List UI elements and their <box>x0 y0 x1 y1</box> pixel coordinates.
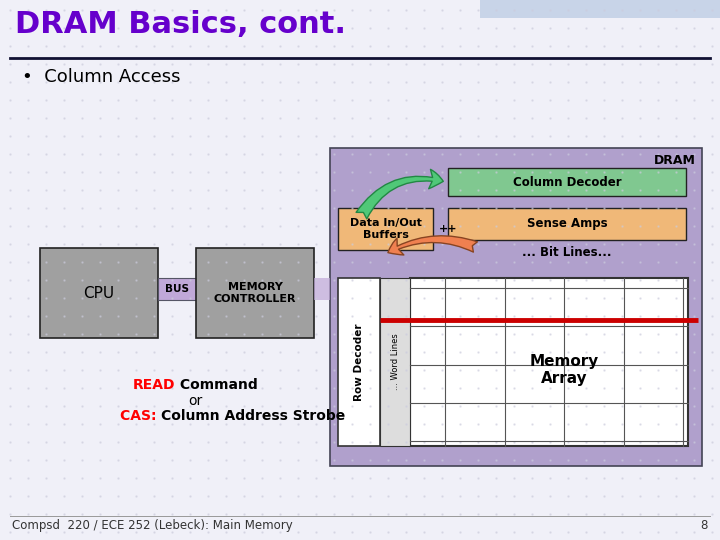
Text: Sense Amps: Sense Amps <box>527 218 607 231</box>
Text: or: or <box>188 394 202 408</box>
Text: ++: ++ <box>439 224 457 234</box>
Text: Memory
Array: Memory Array <box>529 354 598 386</box>
FancyBboxPatch shape <box>196 248 314 338</box>
Text: Row Decoder: Row Decoder <box>354 323 364 401</box>
Text: BUS: BUS <box>165 284 189 294</box>
FancyBboxPatch shape <box>158 278 196 300</box>
Text: Command: Command <box>175 378 258 392</box>
FancyArrowPatch shape <box>388 236 477 255</box>
Text: Compsd  220 / ECE 252 (Lebeck): Main Memory: Compsd 220 / ECE 252 (Lebeck): Main Memo… <box>12 519 293 532</box>
FancyBboxPatch shape <box>330 148 702 466</box>
FancyArrowPatch shape <box>356 170 444 219</box>
FancyBboxPatch shape <box>40 248 158 338</box>
Text: Column Decoder: Column Decoder <box>513 176 621 188</box>
Text: Data In/Out
Buffers: Data In/Out Buffers <box>350 218 421 240</box>
FancyBboxPatch shape <box>314 278 330 300</box>
Text: ... Word Lines: ... Word Lines <box>390 334 400 390</box>
Text: CAS:: CAS: <box>120 409 161 423</box>
FancyBboxPatch shape <box>338 278 380 446</box>
Text: DRAM Basics, cont.: DRAM Basics, cont. <box>15 10 346 39</box>
FancyBboxPatch shape <box>410 278 688 446</box>
Text: DRAM: DRAM <box>654 154 696 167</box>
FancyBboxPatch shape <box>480 0 720 18</box>
Text: ... Bit Lines...: ... Bit Lines... <box>522 246 612 259</box>
Text: Column Address Strobe: Column Address Strobe <box>161 409 346 423</box>
FancyBboxPatch shape <box>448 168 686 196</box>
Text: 8: 8 <box>701 519 708 532</box>
Text: •  Column Access: • Column Access <box>22 68 181 86</box>
Text: READ: READ <box>132 378 175 392</box>
FancyBboxPatch shape <box>338 208 433 250</box>
FancyBboxPatch shape <box>380 278 410 446</box>
FancyBboxPatch shape <box>448 208 686 240</box>
Text: CPU: CPU <box>84 286 114 300</box>
Text: MEMORY
CONTROLLER: MEMORY CONTROLLER <box>214 282 296 304</box>
